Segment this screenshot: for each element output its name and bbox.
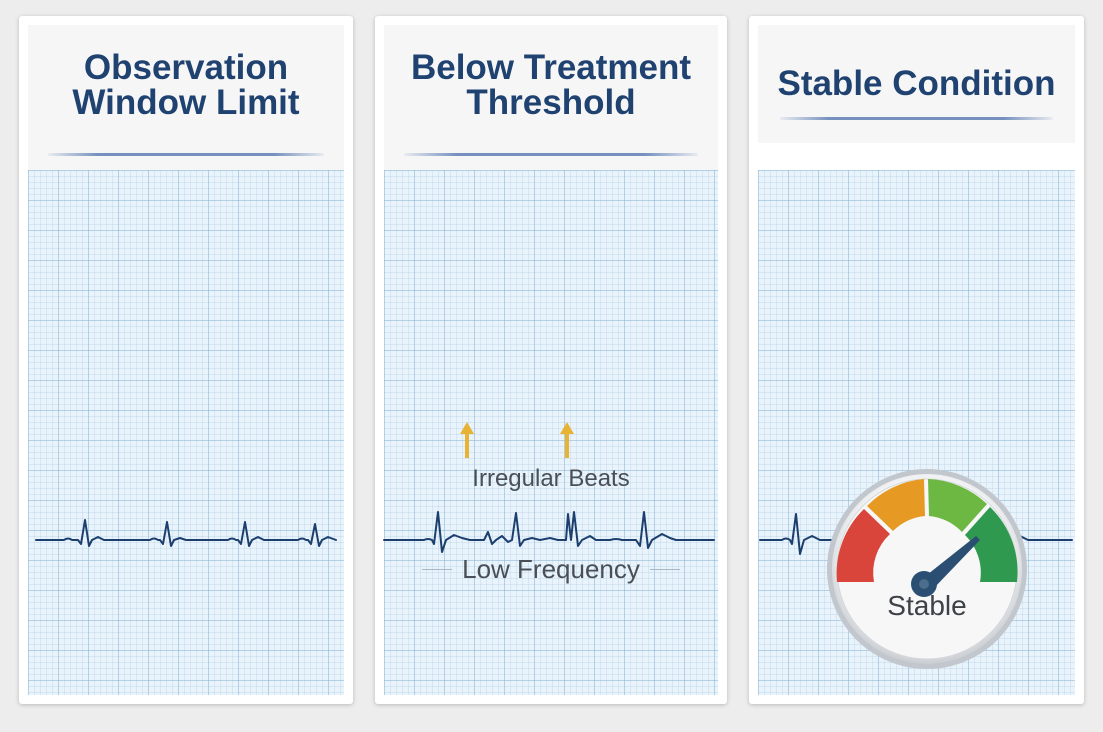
ecg-trace-sparse: [35, 519, 337, 547]
ecg-grid: [383, 170, 718, 695]
ecg-grid: [28, 170, 344, 695]
panel-header: Observation Window Limit: [28, 25, 344, 179]
panel-header: Below Treatment Threshold: [384, 25, 718, 179]
title-line: Threshold: [466, 83, 636, 122]
low-frequency-label: Low Frequency: [462, 554, 640, 584]
gauge-icon: [827, 469, 1027, 669]
stability-gauge: Stable: [822, 464, 1032, 674]
panel-observation-window: Observation Window Limit: [19, 16, 353, 704]
gauge-segment-orange: [867, 479, 925, 531]
arrow-up-icon: [559, 420, 575, 460]
gauge-segment-red: [836, 509, 890, 582]
divider: [649, 569, 680, 570]
panel-header: Stable Condition: [758, 25, 1075, 143]
title-line: Window Limit: [72, 83, 300, 122]
title-underline: [780, 117, 1053, 120]
low-frequency-annotation: Low Frequency: [375, 554, 727, 585]
gauge-needle: [918, 536, 980, 588]
ecg-grid: [758, 170, 1075, 695]
panel-title: Below Treatment Threshold: [384, 50, 718, 120]
panel-below-threshold: Below Treatment Threshold Irregular Beat…: [375, 16, 727, 704]
title-line: Observation: [83, 48, 289, 87]
divider: [422, 569, 453, 570]
gauge-segment-light-green: [928, 479, 987, 532]
title-line: Below Treatment: [410, 48, 692, 87]
ecg-trace-irregular: [383, 511, 715, 553]
panel-stable-condition: Stable Condition: [749, 16, 1084, 704]
panel-title: Stable Condition: [758, 66, 1075, 101]
title-line: Stable Condition: [777, 64, 1056, 103]
irregular-beats-label: Irregular Beats: [472, 465, 630, 492]
arrow-up-icon: [459, 420, 475, 460]
gauge-segment-green: [965, 507, 1018, 582]
title-underline: [48, 153, 324, 156]
title-underline: [404, 153, 698, 156]
panel-title: Observation Window Limit: [28, 50, 344, 120]
gauge-label: Stable: [887, 590, 967, 621]
